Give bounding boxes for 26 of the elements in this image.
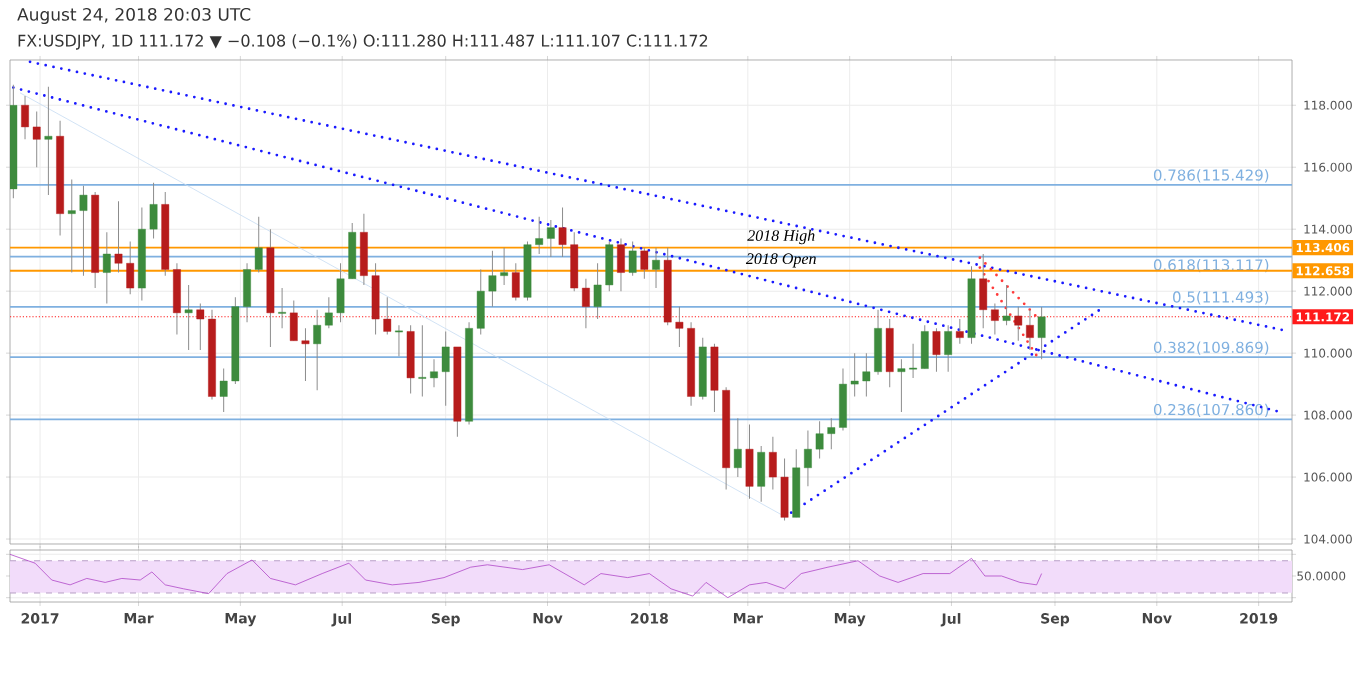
- candlestick: [944, 324, 953, 373]
- candlestick: [955, 318, 964, 345]
- candlestick: [102, 231, 111, 305]
- annotation: 2018 High: [747, 229, 815, 245]
- chart-subtitle: FX:USDJPY, 1D 111.172 ▼ −0.108 (−0.1%) O:111.280 H:111.487 L:111.107 C:111.172: [18, 34, 708, 50]
- chart-title: August 24, 2018 20:03 UTC: [17, 7, 251, 25]
- candlestick: [932, 327, 941, 373]
- candlestick: [745, 423, 754, 500]
- candlestick: [733, 417, 742, 478]
- candlestick: [44, 86, 53, 196]
- candlestick: [278, 287, 286, 329]
- candlestick: [640, 247, 649, 280]
- candlestick: [652, 247, 660, 289]
- candlestick: [406, 324, 415, 394]
- candlestick: [885, 318, 894, 388]
- candlestick: [313, 309, 322, 391]
- candlestick: [1037, 306, 1046, 360]
- candlestick: [617, 237, 625, 292]
- candlestick: [511, 262, 520, 301]
- candlestick: [1002, 284, 1011, 326]
- candlestick: [757, 445, 766, 503]
- candlestick: [184, 284, 193, 351]
- candlestick: [546, 219, 555, 258]
- candlestick: [395, 324, 403, 357]
- candlestick: [628, 241, 637, 277]
- annotation: 2018 Open: [745, 253, 816, 268]
